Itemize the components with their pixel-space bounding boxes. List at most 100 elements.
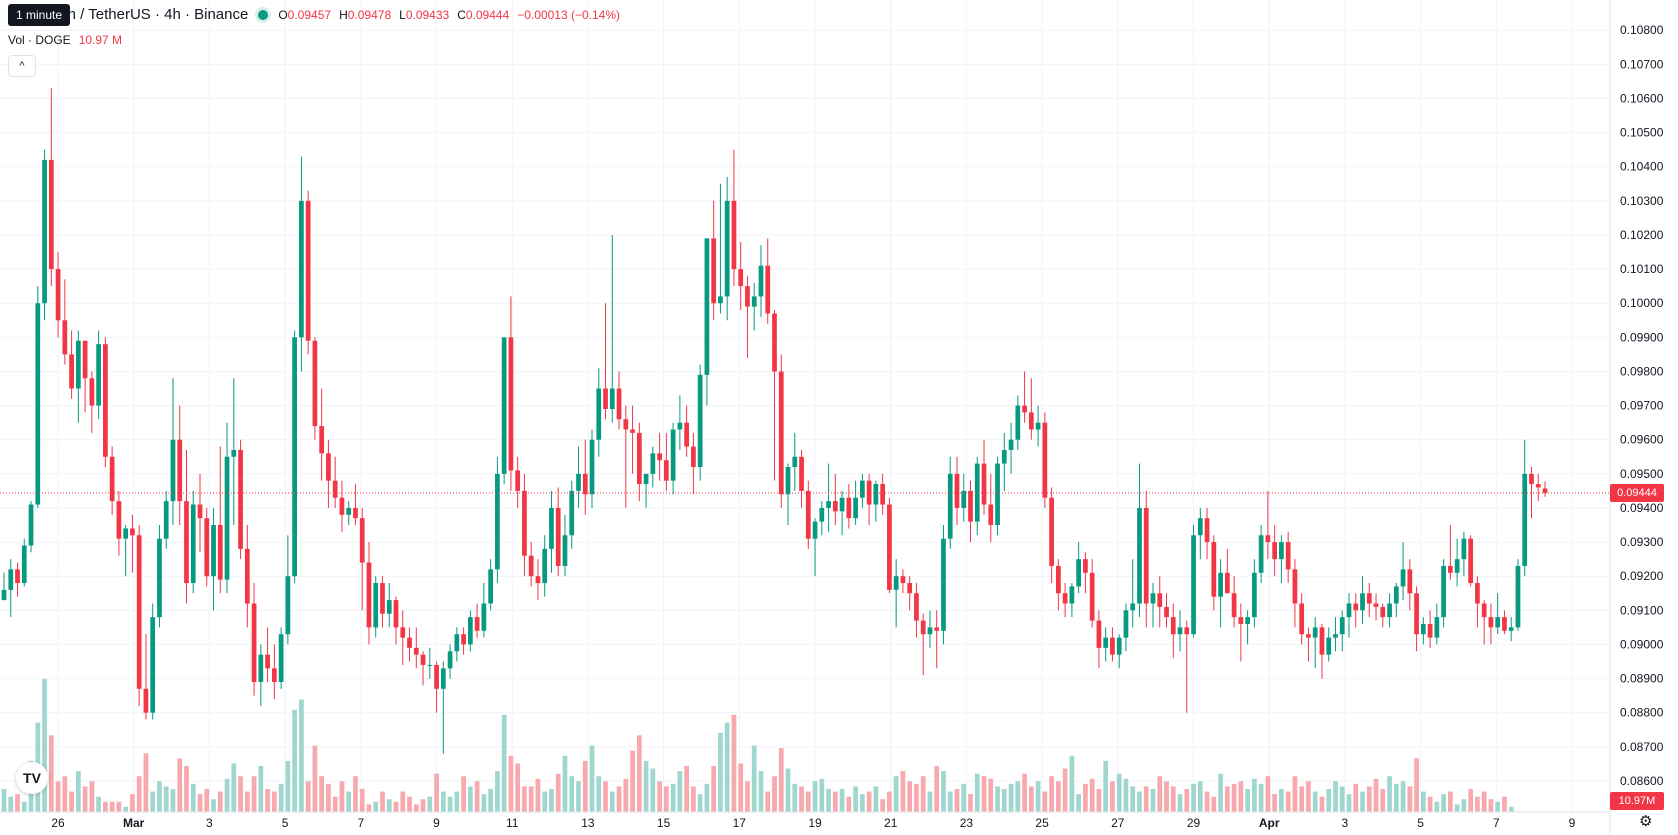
candle-body	[778, 371, 784, 495]
volume-bar	[1353, 783, 1359, 812]
x-tick-label: 26	[51, 816, 65, 830]
candle-body	[907, 583, 913, 594]
candle-body	[447, 651, 453, 669]
volume-bar	[616, 786, 622, 812]
volume-bar	[522, 786, 527, 812]
volume-label[interactable]: Vol · DOGE	[8, 33, 71, 47]
candle-body	[893, 576, 899, 590]
volume-bar	[380, 791, 385, 812]
candle-body	[677, 422, 683, 430]
open-value: 0.09457	[287, 7, 332, 22]
volume-bar	[1475, 796, 1480, 812]
candle-body	[1103, 637, 1109, 648]
candle-body	[413, 647, 419, 655]
candle-body	[427, 664, 433, 666]
volume-bar	[609, 791, 615, 812]
volume-bar	[299, 699, 304, 812]
candle-body	[1285, 542, 1291, 570]
volume-bar	[887, 791, 892, 812]
candle-body	[738, 269, 744, 287]
volume-bar	[1306, 781, 1311, 812]
close-value: 0.09444	[465, 7, 510, 22]
volume-bar	[177, 758, 183, 812]
volume-bar	[1177, 794, 1183, 812]
volume-bar	[995, 786, 1000, 812]
y-tick-label: 0.10200	[1620, 228, 1664, 242]
volume-bar	[116, 801, 122, 812]
candle-body	[941, 538, 946, 631]
time-axis[interactable]: 26 Mar 3 5 7 9 11 13 15 17 19 21 23 25 27 29 Apr 3 5 7 9	[0, 811, 1610, 830]
candle-body	[880, 484, 886, 505]
y-tick-label: 0.09600	[1620, 433, 1664, 447]
volume-bar	[1, 789, 7, 812]
candle-body	[887, 504, 892, 590]
volume-bar	[765, 791, 771, 812]
volume-bar	[914, 783, 919, 812]
volume-bar	[1197, 781, 1203, 812]
volume-bar	[1076, 794, 1082, 812]
candle-body	[826, 501, 831, 508]
candle-body	[535, 576, 541, 584]
candle-body	[1069, 586, 1075, 604]
candle-body	[1339, 617, 1345, 635]
candle-body	[434, 664, 439, 689]
y-tick-label: 0.10300	[1620, 194, 1664, 208]
candle-body	[326, 453, 331, 481]
volume-bar	[1292, 776, 1298, 812]
candle-body	[745, 286, 750, 307]
candle-body	[1461, 538, 1467, 560]
volume-bar	[386, 799, 392, 812]
volume-bar	[1157, 776, 1163, 812]
volume-bar	[1461, 799, 1467, 812]
volume-bar	[1096, 789, 1102, 812]
volume-bar	[731, 714, 737, 812]
candle-body	[1184, 627, 1190, 635]
candle-body	[1495, 617, 1501, 628]
volume-bar	[359, 789, 365, 812]
tradingview-logo-icon[interactable]: TV	[16, 762, 48, 794]
candle-body	[873, 484, 879, 505]
candle-body	[244, 548, 250, 604]
candle-body	[1076, 559, 1082, 587]
volume-value: 10.97 M	[78, 33, 123, 47]
candle-body	[724, 200, 730, 297]
y-tick-label: 0.10400	[1620, 160, 1664, 174]
candle-body	[853, 497, 858, 519]
volume-bar	[353, 776, 358, 812]
volume-bar	[1508, 806, 1514, 812]
volume-bar	[190, 783, 196, 812]
candle-body	[96, 344, 101, 406]
volume-bar	[1272, 794, 1278, 812]
volume-bar	[130, 794, 135, 812]
symbol-title[interactable]: oin / TetherUS · 4h · Binance	[56, 6, 249, 23]
volume-bar	[1434, 801, 1440, 812]
candle-body	[123, 528, 129, 539]
y-tick-label: 0.10700	[1620, 57, 1664, 71]
candle-body	[474, 617, 480, 631]
volume-bar	[197, 794, 203, 812]
x-tick-label: 3	[1342, 816, 1349, 830]
volume-bar	[413, 804, 419, 812]
candle-body	[1177, 627, 1183, 635]
candlesticks	[1, 88, 1548, 754]
x-tick-label: 25	[1035, 816, 1049, 830]
collapse-legend-button[interactable]: ^	[8, 55, 36, 77]
change-value: −0.00013 (−0.14%)	[517, 7, 621, 22]
market-status-icon[interactable]	[258, 9, 269, 20]
candle-body	[1529, 473, 1534, 485]
price-axis[interactable]: 0.10800 0.10700 0.10600 0.10500 0.10400 0.103…	[1609, 0, 1664, 835]
y-tick-label: 0.08800	[1620, 706, 1664, 720]
volume-bar	[535, 778, 541, 812]
volume-bar	[772, 776, 777, 812]
close-label: C	[457, 7, 466, 22]
settings-gear-icon[interactable]: ⚙	[1639, 813, 1653, 830]
candle-body	[542, 548, 548, 584]
volume-bar	[474, 781, 480, 812]
candle-body	[1170, 617, 1176, 635]
x-tick-label: 9	[1569, 816, 1576, 830]
candle-body	[1035, 422, 1041, 430]
volume-bar	[927, 791, 933, 812]
volume-bar	[1407, 786, 1413, 812]
volume-bar	[961, 783, 967, 812]
